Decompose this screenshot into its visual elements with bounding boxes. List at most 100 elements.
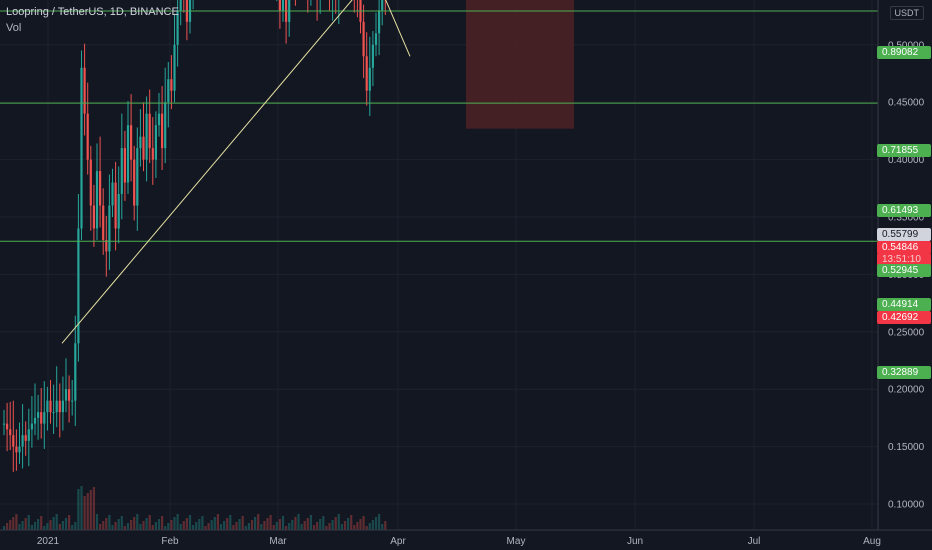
volume-label[interactable]: Vol — [6, 22, 22, 34]
volume-bar — [176, 514, 179, 530]
candle-body — [362, 21, 365, 57]
volume-bar — [343, 521, 347, 530]
candle-body — [99, 171, 102, 206]
candle-body — [161, 113, 164, 149]
candle-body — [117, 194, 120, 229]
volume-bar — [52, 517, 55, 530]
currency-badge[interactable]: USDT — [889, 6, 924, 20]
candle-body — [92, 205, 95, 229]
volume-bar — [322, 516, 325, 530]
candle-body — [43, 412, 46, 424]
volume-bar — [179, 524, 182, 530]
volume-bar — [157, 519, 161, 530]
volume-bar — [74, 522, 77, 530]
candle-body — [6, 423, 9, 430]
volume-bar — [161, 516, 164, 530]
volume-bar — [164, 526, 167, 530]
volume-bar — [347, 518, 350, 530]
time-tick-label: Jul — [748, 536, 761, 547]
price-tick-label: 0.40000 — [888, 155, 925, 166]
volume-bar — [368, 523, 371, 530]
volume-bar — [145, 518, 148, 530]
volume-bar — [170, 520, 173, 530]
volume-bar — [195, 522, 198, 530]
level-tag-061493: 0.61493 — [877, 204, 931, 217]
time-tick-label: Feb — [161, 536, 179, 547]
candle-body — [61, 400, 64, 413]
volume-bar — [350, 515, 353, 530]
volume-bar — [232, 525, 235, 530]
current-price-tag: 0.54846 — [877, 241, 931, 254]
volume-bar — [278, 519, 281, 530]
candle-body — [381, 0, 384, 11]
volume-bar — [2, 526, 6, 530]
candle-body — [83, 67, 86, 114]
volume-bar — [133, 517, 136, 530]
volume-bar — [257, 514, 260, 530]
volume-bar — [204, 526, 207, 530]
volume-bar — [331, 520, 334, 530]
candle-body — [139, 136, 142, 149]
volume-bar — [89, 490, 92, 530]
volume-bar — [18, 524, 21, 530]
price-axis: 0.100000.150000.200000.250000.300000.350… — [877, 0, 925, 530]
volume-bar — [229, 515, 232, 530]
candle-body — [18, 446, 21, 453]
volume-bar — [49, 520, 52, 530]
volume-bar — [210, 520, 213, 530]
volume-bar — [260, 524, 263, 530]
volume-bar — [30, 525, 33, 530]
volume-bar — [40, 516, 43, 530]
candle-body — [74, 343, 77, 401]
candle-body — [40, 412, 43, 424]
volume-bar — [111, 525, 114, 530]
symbol-title[interactable]: Loopring / TetherUS, 1D, BINANCE — [6, 6, 179, 18]
volume-bar — [192, 525, 195, 530]
volume-bar — [139, 524, 142, 530]
volume-bar — [334, 517, 337, 530]
volume-bar — [43, 526, 46, 530]
candle-body — [71, 400, 74, 402]
time-axis: 2021 Feb Mar Apr May Jun Jul Aug — [0, 529, 932, 547]
price-tick-label: 0.15000 — [888, 442, 925, 453]
volume-bar — [291, 520, 294, 530]
volume-bar — [378, 514, 381, 530]
volume-bar — [309, 515, 312, 530]
volume-bar — [353, 525, 356, 530]
chart-legend: Loopring / TetherUS, 1D, BINANCE Vol — [6, 6, 179, 35]
volume-bar — [27, 515, 30, 530]
volume-bar — [371, 520, 374, 530]
volume-bar — [120, 516, 123, 530]
time-tick-label: 2021 — [37, 536, 60, 547]
volume-bar — [142, 521, 145, 530]
candle-body — [136, 148, 139, 206]
volume-bar — [269, 515, 272, 530]
volume-bar — [337, 514, 340, 530]
level-tag-052945: 0.52945 — [877, 264, 931, 277]
candle-body — [108, 205, 111, 252]
price-tick-label: 0.10000 — [888, 500, 925, 511]
volume-bar — [266, 518, 269, 530]
candle-body — [179, 0, 182, 11]
candle-body — [27, 429, 30, 441]
volume-bar — [272, 525, 275, 530]
candle-body — [176, 10, 179, 45]
price-tick-label: 0.20000 — [888, 385, 925, 396]
candle-body — [37, 412, 40, 418]
volume-bar — [123, 526, 126, 530]
volume-bar — [167, 523, 170, 530]
volume-bar — [99, 524, 102, 530]
volume-bar — [340, 524, 343, 530]
volume-bar — [223, 521, 226, 530]
volume-bar — [83, 496, 86, 530]
volume-bar — [297, 514, 300, 530]
candle-body — [368, 67, 371, 91]
candle-body — [164, 102, 167, 149]
volume-bar — [219, 524, 223, 530]
candle-body — [111, 182, 114, 206]
price-tick-label: 0.45000 — [888, 98, 925, 109]
volume-bar — [306, 518, 309, 530]
volume-bar — [198, 519, 201, 530]
